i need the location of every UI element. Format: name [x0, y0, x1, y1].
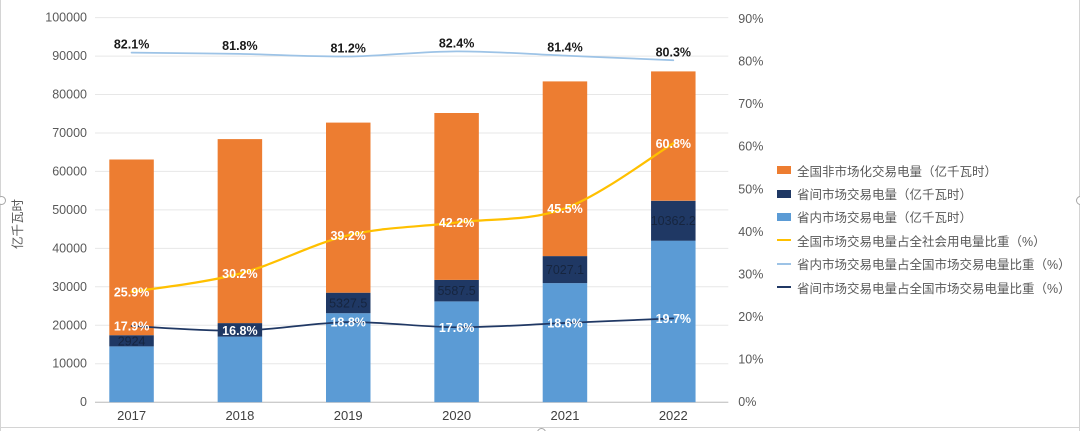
svg-text:81.4%: 81.4% — [547, 41, 582, 55]
svg-text:17.9%: 17.9% — [114, 320, 149, 334]
svg-text:16.8%: 16.8% — [222, 324, 257, 338]
svg-text:2022: 2022 — [659, 408, 688, 423]
svg-text:81.2%: 81.2% — [330, 42, 365, 56]
svg-text:30.2%: 30.2% — [222, 267, 257, 281]
svg-text:40000: 40000 — [52, 241, 87, 255]
svg-text:82.1%: 82.1% — [114, 38, 149, 52]
svg-text:60%: 60% — [738, 140, 763, 154]
svg-text:0: 0 — [80, 395, 87, 409]
svg-text:18.6%: 18.6% — [547, 317, 582, 331]
svg-text:90000: 90000 — [52, 49, 87, 63]
svg-text:2924: 2924 — [118, 334, 146, 348]
svg-text:42.2%: 42.2% — [439, 216, 474, 230]
svg-text:10%: 10% — [738, 353, 763, 367]
svg-text:30000: 30000 — [52, 280, 87, 294]
svg-text:40%: 40% — [738, 225, 763, 239]
svg-text:50000: 50000 — [52, 203, 87, 217]
svg-text:82.4%: 82.4% — [439, 36, 474, 50]
svg-text:10362.2: 10362.2 — [651, 214, 696, 228]
svg-text:2020: 2020 — [442, 408, 471, 423]
svg-text:0%: 0% — [738, 395, 756, 409]
svg-text:30%: 30% — [738, 268, 763, 282]
svg-text:亿千瓦时: 亿千瓦时 — [10, 199, 25, 250]
svg-text:80.3%: 80.3% — [656, 45, 691, 59]
svg-text:45.5%: 45.5% — [547, 202, 582, 216]
svg-text:17.6%: 17.6% — [439, 321, 474, 335]
svg-text:2019: 2019 — [334, 408, 363, 423]
svg-text:5327.5: 5327.5 — [329, 297, 367, 311]
svg-text:10000: 10000 — [52, 357, 87, 371]
svg-text:90%: 90% — [738, 12, 763, 26]
svg-text:2017: 2017 — [117, 408, 146, 423]
svg-text:50%: 50% — [738, 182, 763, 196]
svg-text:19.7%: 19.7% — [656, 312, 691, 326]
svg-text:2018: 2018 — [225, 408, 254, 423]
svg-text:25.9%: 25.9% — [114, 285, 149, 299]
svg-text:60000: 60000 — [52, 164, 87, 178]
svg-text:100000: 100000 — [45, 11, 87, 25]
svg-text:20000: 20000 — [52, 318, 87, 332]
svg-text:60.8%: 60.8% — [656, 137, 691, 151]
svg-text:70%: 70% — [738, 97, 763, 111]
svg-text:80%: 80% — [738, 55, 763, 69]
svg-text:39.2%: 39.2% — [330, 229, 365, 243]
svg-text:7027.1: 7027.1 — [546, 263, 584, 277]
svg-text:70000: 70000 — [52, 126, 87, 140]
svg-text:80000: 80000 — [52, 88, 87, 102]
svg-text:5587.5: 5587.5 — [437, 284, 475, 298]
svg-text:18.8%: 18.8% — [330, 316, 365, 330]
svg-text:20%: 20% — [738, 310, 763, 324]
svg-text:2021: 2021 — [551, 408, 580, 423]
svg-text:81.8%: 81.8% — [222, 39, 257, 53]
